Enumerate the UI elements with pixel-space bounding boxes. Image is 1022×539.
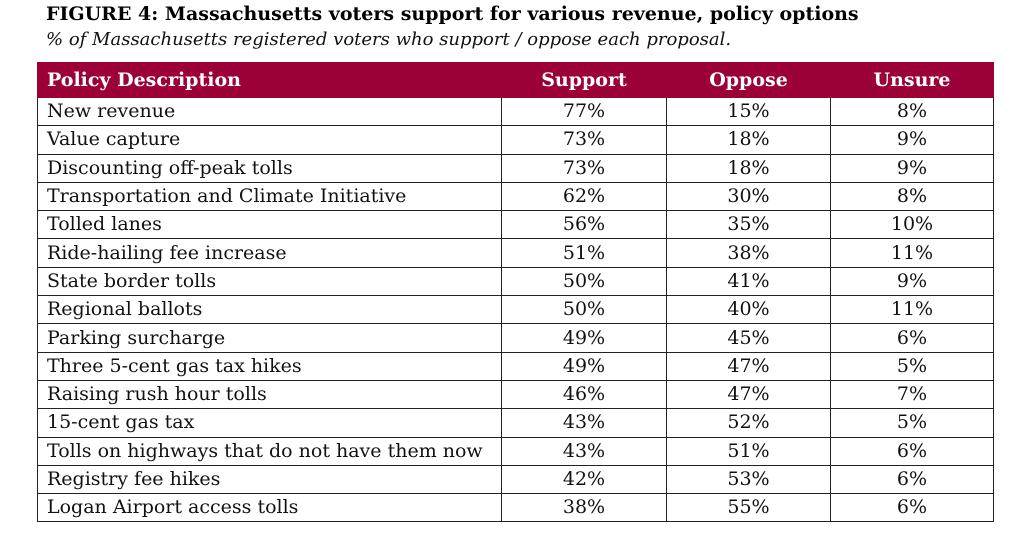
table-row: Ride-hailing fee increase 51% 38% 11% [37,238,994,268]
table-row: State border tolls 50% 41% 9% [37,266,994,297]
support-cell: 49% [501,323,667,353]
policy-description-cell: Discounting off-peak tolls [37,153,502,183]
support-cell: 38% [501,493,667,523]
policy-description-cell: Registry fee hikes [37,464,502,495]
unsure-cell: 9% [830,153,994,183]
header-oppose: Oppose [666,62,831,98]
header-support: Support [501,62,667,98]
unsure-cell: 8% [830,96,994,127]
support-cell: 49% [501,351,667,381]
oppose-cell: 41% [666,266,831,297]
support-cell: 46% [501,379,667,410]
unsure-cell: 10% [830,210,994,240]
oppose-cell: 38% [666,238,831,268]
table-row: Logan Airport access tolls 38% 55% 6% [37,493,994,523]
header-row: Policy Description Support Oppose Unsure [37,62,994,98]
oppose-cell: 45% [666,323,831,353]
oppose-cell: 15% [666,96,831,127]
table-row: Transportation and Climate Initiative 62%… [37,181,994,212]
oppose-cell: 18% [666,125,831,155]
unsure-cell: 5% [830,408,994,438]
support-cell: 73% [501,153,667,183]
policy-table: Policy Description Support Oppose Unsure… [37,62,994,523]
support-cell: 50% [501,295,667,325]
unsure-cell: 5% [830,351,994,381]
policy-description-cell: Logan Airport access tolls [37,493,502,523]
unsure-cell: 11% [830,238,994,268]
table-row: Tolled lanes 56% 35% 10% [37,210,994,240]
table-row: Tolls on highways that do not have them … [37,436,994,466]
support-cell: 77% [501,96,667,127]
table-row: 15-cent gas tax 43% 52% 5% [37,408,994,438]
table-row: Value capture 73% 18% 9% [37,125,994,155]
unsure-cell: 7% [830,379,994,410]
unsure-cell: 6% [830,436,994,466]
policy-description-cell: Parking surcharge [37,323,502,353]
unsure-cell: 6% [830,323,994,353]
unsure-cell: 6% [830,493,994,523]
table-row: New revenue 77% 15% 8% [37,96,994,127]
support-cell: 62% [501,181,667,212]
policy-description-cell: Three 5-cent gas tax hikes [37,351,502,381]
policy-description-cell: 15-cent gas tax [37,408,502,438]
support-cell: 73% [501,125,667,155]
oppose-cell: 53% [666,464,831,495]
policy-description-cell: Transportation and Climate Initiative [37,181,502,212]
policy-description-cell: Ride-hailing fee increase [37,238,502,268]
policy-description-cell: New revenue [37,96,502,127]
table-row: Discounting off-peak tolls 73% 18% 9% [37,153,994,183]
policy-description-cell: Tolled lanes [37,210,502,240]
policy-description-cell: State border tolls [37,266,502,297]
oppose-cell: 55% [666,493,831,523]
table-header: Policy Description Support Oppose Unsure [37,62,994,98]
unsure-cell: 6% [830,464,994,495]
header-policy-description: Policy Description [37,62,502,98]
figure-title: FIGURE 4: Massachusetts voters support f… [46,3,859,25]
table-row: Three 5-cent gas tax hikes 49% 47% 5% [37,351,994,381]
support-cell: 56% [501,210,667,240]
table-row: Parking surcharge 49% 45% 6% [37,323,994,353]
unsure-cell: 8% [830,181,994,212]
support-cell: 51% [501,238,667,268]
unsure-cell: 9% [830,125,994,155]
oppose-cell: 51% [666,436,831,466]
table-row: Registry fee hikes 42% 53% 6% [37,464,994,495]
unsure-cell: 11% [830,295,994,325]
policy-description-cell: Regional ballots [37,295,502,325]
oppose-cell: 47% [666,351,831,381]
oppose-cell: 47% [666,379,831,410]
table-row: Regional ballots 50% 40% 11% [37,295,994,325]
policy-description-cell: Value capture [37,125,502,155]
policy-description-cell: Raising rush hour tolls [37,379,502,410]
oppose-cell: 52% [666,408,831,438]
oppose-cell: 30% [666,181,831,212]
oppose-cell: 35% [666,210,831,240]
oppose-cell: 40% [666,295,831,325]
unsure-cell: 9% [830,266,994,297]
header-unsure: Unsure [830,62,994,98]
table-row: Raising rush hour tolls 46% 47% 7% [37,379,994,410]
support-cell: 43% [501,408,667,438]
figure-subtitle: % of Massachusetts registered voters who… [46,29,732,50]
oppose-cell: 18% [666,153,831,183]
table-body: New revenue 77% 15% 8% Value capture 73% 18% 9%… [37,96,994,523]
support-cell: 50% [501,266,667,297]
support-cell: 42% [501,464,667,495]
policy-description-cell: Tolls on highways that do not have them … [37,436,502,466]
support-cell: 43% [501,436,667,466]
